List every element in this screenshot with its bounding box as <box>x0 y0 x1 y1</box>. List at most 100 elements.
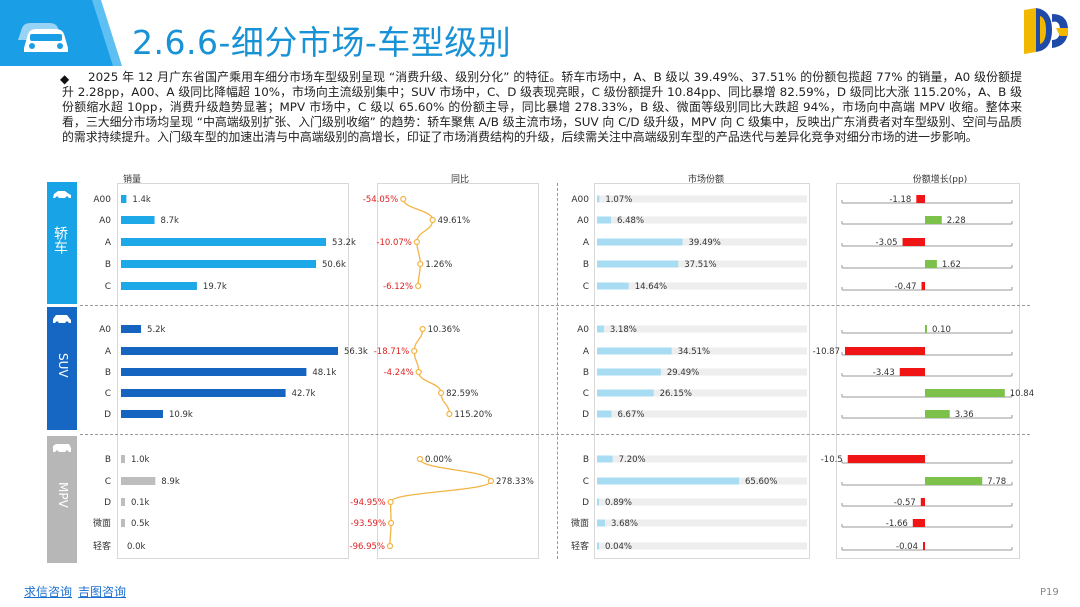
sedan-share-label: 39.49% <box>688 238 720 248</box>
sedan-yoy-point <box>429 216 436 224</box>
side-label-sedan: 轿车 <box>47 182 77 304</box>
suv-change-bar <box>925 410 950 418</box>
sedan-yoy-label: 1.26% <box>425 260 452 270</box>
sedan-yoy-label: -10.07% <box>376 238 411 248</box>
mpv-sales-label: 0.0k <box>127 542 146 552</box>
separator-vertical <box>557 183 558 559</box>
suv-change-label: 10.84 <box>1010 389 1034 399</box>
suv-yoy-label: -4.24% <box>384 368 414 378</box>
mpv-yoy-point <box>387 498 394 506</box>
mpv-yoy-line <box>389 458 492 547</box>
summary-text: 2025 年 12 月广东省国产乘用车细分市场车型级别呈现 “消费升级、级别分化… <box>62 70 1022 145</box>
suv-change-bar <box>925 389 1005 397</box>
sedan-share-label: 14.64% <box>635 282 667 292</box>
suv-share-bar <box>597 347 672 355</box>
sedan-yoy-point <box>415 282 422 290</box>
suv-sales-category: B <box>105 368 111 378</box>
suv-sales-bar <box>121 410 164 418</box>
share-panel-label: 市场份额 <box>687 175 724 185</box>
sedan-sales-category: B <box>105 260 111 270</box>
summary-paragraph: 2025 年 12 月广东省国产乘用车细分市场车型级别呈现 “消费升级、级别分化… <box>62 70 1022 145</box>
sedan-share-bar <box>597 216 612 224</box>
mpv-sales-bar <box>121 477 156 485</box>
sedan-yoy-label: -6.12% <box>383 282 413 292</box>
sedan-change-label: 2.28 <box>947 216 966 226</box>
mpv-yoy-label: -94.95% <box>350 498 385 508</box>
sedan-sales-label: 53.2k <box>332 238 356 248</box>
mpv-change-bar <box>920 498 925 506</box>
suv-share-bar <box>597 368 661 376</box>
sedan-yoy-point <box>413 238 420 246</box>
mpv-share-category: C <box>583 477 589 487</box>
mpv-share-label: 7.20% <box>619 455 646 465</box>
footer-links: 求信咨询 吉图咨询 <box>24 583 132 600</box>
suv-share-track <box>597 368 807 376</box>
side-label-mpv: MPV <box>47 436 77 563</box>
side-label-suv: SUV <box>47 307 77 430</box>
sedan-sales-category: C <box>105 282 111 292</box>
mpv-share-category: 微面 <box>571 517 589 529</box>
sedan-share-category: C <box>583 282 589 292</box>
suv-sales-category: A0 <box>99 325 111 335</box>
mpv-share-track <box>597 498 807 506</box>
mpv-change-label: -1.66 <box>886 519 908 529</box>
mpv-share-category: 轻客 <box>571 540 589 552</box>
suv-yoy-point <box>437 389 445 397</box>
suv-sales-label: 5.2k <box>147 325 166 335</box>
sedan-sales-category: A00 <box>93 195 111 205</box>
mpv-sales-category: 微面 <box>93 517 111 529</box>
mpv-share-bar <box>597 477 739 485</box>
footer-link-qiuxin[interactable]: 求信咨询 <box>24 585 73 599</box>
mpv-yoy-label: 0.00% <box>425 455 452 465</box>
suv-sales-category: A <box>105 347 112 357</box>
suv-change-bar <box>845 347 925 355</box>
sedan-sales-label: 50.6k <box>322 260 346 270</box>
sedan-sales-bar <box>121 195 127 203</box>
sedan-share-track <box>597 238 807 246</box>
sedan-share-track <box>597 282 807 290</box>
mpv-sales-label: 1.0k <box>131 455 150 465</box>
sedan-sales-category: A <box>105 238 112 248</box>
suv-sales-bar <box>121 325 142 333</box>
suv-sales-label: 42.7k <box>292 389 316 399</box>
suv-change-label: 3.36 <box>955 410 974 420</box>
sedan-change-label: -3.05 <box>876 238 898 248</box>
mpv-sales-category: 轻客 <box>93 540 111 552</box>
suv-sales-category: D <box>104 410 111 420</box>
side-text-sedan: 轿车 <box>52 226 68 254</box>
mpv-share-label: 0.04% <box>605 542 632 552</box>
mpv-sales-bar <box>121 498 125 506</box>
sedan-share-category: A0 <box>577 216 589 226</box>
mpv-change-label: -0.57 <box>894 498 916 508</box>
footer-link-jitu[interactable]: 吉图咨询 <box>78 585 127 599</box>
suv-yoy-label: 115.20% <box>454 410 492 420</box>
sedan-yoy-point <box>400 195 407 203</box>
sedan-yoy-label: 49.61% <box>438 216 470 226</box>
suv-change-label: 0.10 <box>932 325 951 335</box>
summary-bullet: ◆ <box>60 72 70 86</box>
company-logo <box>1024 8 1068 54</box>
sedan-icon <box>53 191 71 200</box>
suv-share-track <box>597 347 807 355</box>
mpv-share-category: D <box>582 498 589 508</box>
sedan-share-category: A <box>583 238 590 248</box>
car-icon <box>18 23 68 52</box>
separator-suv-mpv <box>80 434 1030 435</box>
mpv-yoy-label: 278.33% <box>496 477 534 487</box>
suv-share-category: D <box>582 410 589 420</box>
suv-yoy-point <box>419 325 426 333</box>
mpv-change-bar <box>923 542 925 550</box>
side-text-suv: SUV <box>56 353 70 378</box>
mpv-yoy-point <box>487 477 495 485</box>
suv-share-label: 3.18% <box>610 325 637 335</box>
mpv-share-bar <box>597 455 613 463</box>
mpv-change-label: -10.5 <box>821 455 843 465</box>
sedan-share-track <box>597 216 807 224</box>
mpv-yoy-point <box>416 455 424 463</box>
suv-share-category: B <box>583 368 589 378</box>
page-title: 2.6.6-细分市场-车型级别 <box>132 23 512 62</box>
suv-share-track <box>597 389 807 397</box>
suv-change-bar <box>899 368 925 376</box>
sedan-share-bar <box>597 260 679 268</box>
sedan-change-bar <box>916 195 925 203</box>
